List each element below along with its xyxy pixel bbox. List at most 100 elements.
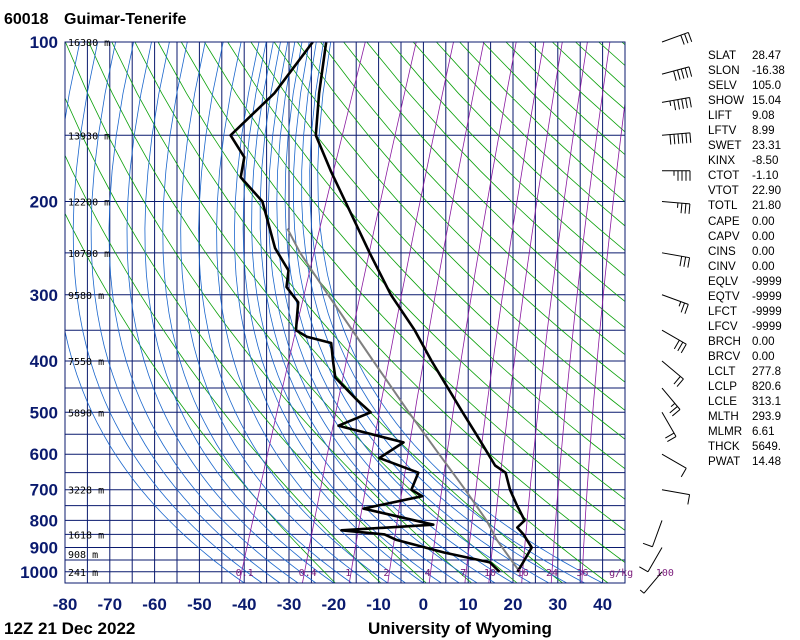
- dry-adiabat: [250, 42, 625, 440]
- index-value: 0.00: [752, 259, 775, 273]
- index-row: CINS 0.00: [708, 244, 785, 259]
- barb-flag: [689, 97, 692, 108]
- mixing-ratio-label: 0.1: [236, 568, 254, 579]
- mixing-ratio-label: 2: [383, 568, 389, 579]
- barb-flag: [680, 343, 687, 354]
- dry-adiabat: [88, 42, 518, 583]
- wind-barb: [661, 387, 681, 417]
- plot-frame: [64, 41, 626, 584]
- barb-flag: [687, 257, 691, 268]
- index-row: MLTH 293.9: [708, 409, 785, 424]
- dry-adiabat: [65, 154, 382, 583]
- index-value: 15.04: [752, 94, 782, 108]
- index-value: -9999: [752, 319, 782, 333]
- height-label: 1618 m: [68, 530, 104, 541]
- trace-layer: [229, 42, 533, 573]
- barb-staff: [661, 412, 677, 437]
- index-key: CTOT: [708, 169, 740, 183]
- dry-adiabat: [389, 42, 625, 277]
- index-value: 0.00: [752, 244, 775, 258]
- index-key: LFCV: [708, 319, 738, 333]
- temperature-tick-label: -60: [142, 595, 167, 614]
- index-key: SLAT: [708, 49, 737, 62]
- index-row: LCLE 313.1: [708, 394, 785, 409]
- moist-adiabat: [198, 42, 388, 583]
- wind-barb: [661, 329, 687, 354]
- dry-adiabat: [65, 96, 427, 583]
- stability-indices: SLAT 28.47 SLON -16.38 SELV 105.0 SHOW 15.04 LIF…: [708, 48, 785, 469]
- index-value: 0.00: [752, 334, 775, 348]
- index-key: SELV: [708, 79, 737, 93]
- barb-flag: [680, 467, 687, 478]
- height-label: 7550 m: [68, 357, 104, 368]
- index-row: SWET 23.31: [708, 138, 785, 153]
- barb-flag: [684, 33, 689, 44]
- index-value: 105.0: [752, 79, 782, 93]
- barb-flag: [685, 133, 688, 144]
- dry-adiabat: [65, 42, 472, 583]
- index-value: 14.48: [752, 455, 782, 469]
- dry-adiabat: [366, 42, 625, 303]
- index-value: -1.10: [752, 169, 779, 183]
- barb-staff: [661, 387, 681, 410]
- index-row: EQTV -9999: [708, 289, 785, 304]
- temperature-tick-label: 40: [593, 595, 612, 614]
- index-row: BRCH 0.00: [708, 334, 785, 349]
- index-row: TOTL 21.80: [708, 198, 785, 213]
- index-row: SHOW 15.04: [708, 93, 785, 108]
- index-row: SELV 105.0: [708, 78, 785, 93]
- barb-staff: [661, 66, 690, 75]
- wind-barb: [639, 547, 663, 573]
- moist-adiabat: [268, 42, 496, 583]
- index-value: 5649.: [752, 440, 782, 454]
- height-label: 10790 m: [68, 249, 110, 260]
- barb-flag: [673, 376, 681, 385]
- parcel-trace: [286, 228, 521, 573]
- moist-adiabat: [216, 42, 406, 583]
- barb-flag: [685, 98, 688, 109]
- temperature-tick-label: -10: [366, 595, 391, 614]
- index-key: SLON: [708, 64, 740, 78]
- mixing-ratio-label: 16: [517, 568, 529, 579]
- barb-flag: [669, 134, 672, 145]
- barb-flag: [642, 542, 653, 548]
- temperature-tick-label: -30: [277, 595, 302, 614]
- wind-barb: [662, 170, 691, 181]
- moist-adiabat: [317, 42, 603, 583]
- index-row: CTOT -1.10: [708, 168, 785, 183]
- wind-barb: [639, 571, 663, 594]
- mixing-ratio-label: 100: [656, 568, 674, 579]
- index-value: -16.38: [752, 64, 785, 78]
- height-label: 3228 m: [68, 486, 104, 497]
- label-layer: 0.1 0.4 1 2 4 7 10 16 24 36 100g/kg100200300400500…: [20, 33, 674, 614]
- index-key: SHOW: [708, 94, 745, 108]
- temperature-tick-label: -50: [187, 595, 212, 614]
- mixing-ratio-label: g/kg: [609, 568, 633, 579]
- height-label: 5890 m: [68, 408, 104, 419]
- pressure-tick-label: 400: [30, 352, 58, 371]
- wind-barb: [661, 97, 692, 111]
- barb-staff: [661, 97, 690, 103]
- temperature-tick-label: 0: [419, 595, 428, 614]
- barb-half-flag: [670, 402, 676, 407]
- moist-adiabat: [259, 42, 478, 583]
- mixing-ratio-line: [302, 42, 417, 583]
- barb-staff: [661, 252, 690, 259]
- barb-flag: [669, 406, 678, 414]
- pressure-tick-label: 600: [30, 445, 58, 464]
- pressure-tick-label: 300: [30, 286, 58, 305]
- index-value: 313.1: [752, 395, 782, 409]
- index-key: MLTH: [708, 410, 739, 424]
- index-row: EQLV -9999: [708, 274, 785, 289]
- barb-flag: [673, 100, 677, 111]
- index-value: -8.50: [752, 154, 779, 168]
- index-value: 0.00: [752, 229, 775, 243]
- index-value: 22.90: [752, 184, 782, 198]
- index-value: 21.80: [752, 199, 782, 213]
- barb-flag: [688, 203, 691, 214]
- dry-adiabat: [227, 42, 625, 470]
- barb-flag: [689, 132, 692, 143]
- index-key: EQLV: [708, 274, 739, 288]
- index-key: THCK: [708, 440, 740, 454]
- moist-adiabat: [126, 42, 317, 583]
